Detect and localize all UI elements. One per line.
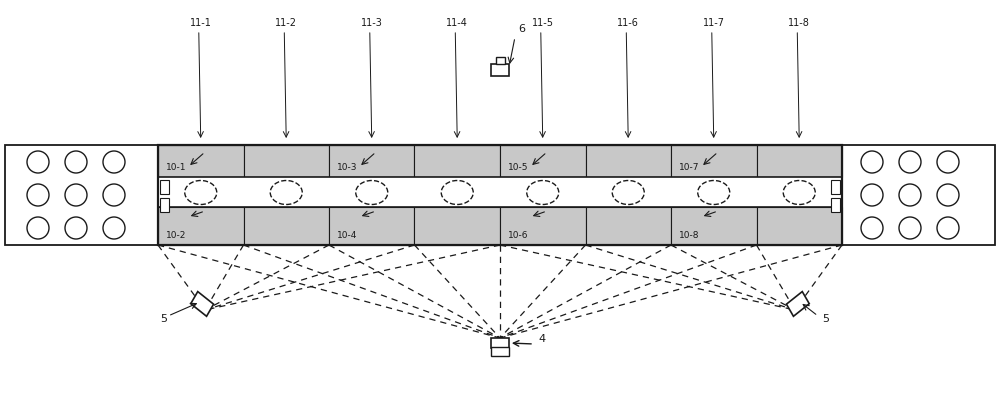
Bar [586, 145, 671, 177]
Circle shape [937, 151, 959, 173]
Bar [840, 145, 995, 245]
Circle shape [103, 217, 125, 239]
Circle shape [65, 184, 87, 206]
Circle shape [861, 184, 883, 206]
Text: 5: 5 [160, 314, 167, 324]
Ellipse shape [527, 180, 559, 204]
Ellipse shape [356, 180, 388, 204]
Text: 10-3: 10-3 [337, 163, 358, 172]
Bar [491, 338, 509, 348]
Circle shape [899, 151, 921, 173]
Bar [329, 145, 414, 177]
Bar [671, 207, 757, 245]
Ellipse shape [783, 180, 815, 204]
Bar [158, 207, 244, 245]
Bar [158, 145, 244, 177]
Ellipse shape [612, 180, 644, 204]
Text: 10-4: 10-4 [337, 231, 357, 240]
Bar [491, 64, 509, 76]
Ellipse shape [698, 180, 730, 204]
Bar [158, 177, 842, 207]
Text: 4: 4 [538, 334, 545, 344]
Text: 10-7: 10-7 [679, 163, 700, 172]
Circle shape [27, 151, 49, 173]
Text: 11-5: 11-5 [532, 18, 554, 28]
Text: 11-4: 11-4 [446, 18, 468, 28]
Text: 10-2: 10-2 [166, 231, 186, 240]
Text: 10-8: 10-8 [679, 231, 700, 240]
Polygon shape [191, 292, 214, 316]
Text: 10-6: 10-6 [508, 231, 528, 240]
Polygon shape [786, 292, 809, 316]
Circle shape [899, 217, 921, 239]
Bar [491, 347, 509, 356]
Circle shape [899, 184, 921, 206]
Bar [5, 145, 160, 245]
Bar [160, 198, 169, 212]
Bar [757, 145, 842, 177]
Bar [500, 145, 586, 177]
Circle shape [937, 217, 959, 239]
Circle shape [65, 151, 87, 173]
Text: 10-1: 10-1 [166, 163, 186, 172]
Bar [831, 198, 840, 212]
Bar [329, 207, 414, 245]
Bar [500, 207, 586, 245]
Bar [158, 145, 842, 245]
Text: 6: 6 [518, 24, 525, 34]
Text: 11-8: 11-8 [788, 18, 810, 28]
Ellipse shape [270, 180, 302, 204]
Bar [586, 207, 671, 245]
Circle shape [103, 151, 125, 173]
Bar [414, 145, 500, 177]
Text: 11-6: 11-6 [617, 18, 639, 28]
Circle shape [861, 151, 883, 173]
Circle shape [27, 184, 49, 206]
Circle shape [861, 217, 883, 239]
Bar [244, 145, 329, 177]
Circle shape [65, 217, 87, 239]
Text: 5: 5 [822, 314, 829, 324]
Text: 11-3: 11-3 [361, 18, 383, 28]
Text: 11-2: 11-2 [275, 18, 297, 28]
Circle shape [937, 184, 959, 206]
Bar [757, 207, 842, 245]
Ellipse shape [441, 180, 473, 204]
Circle shape [103, 184, 125, 206]
Text: 10-5: 10-5 [508, 163, 528, 172]
Bar [160, 180, 169, 194]
Ellipse shape [185, 180, 217, 204]
Bar [671, 145, 757, 177]
Circle shape [27, 217, 49, 239]
Bar [414, 207, 500, 245]
Text: 11-1: 11-1 [190, 18, 212, 28]
Bar [831, 180, 840, 194]
Bar [496, 57, 505, 64]
Bar [244, 207, 329, 245]
Text: 11-7: 11-7 [703, 18, 725, 28]
